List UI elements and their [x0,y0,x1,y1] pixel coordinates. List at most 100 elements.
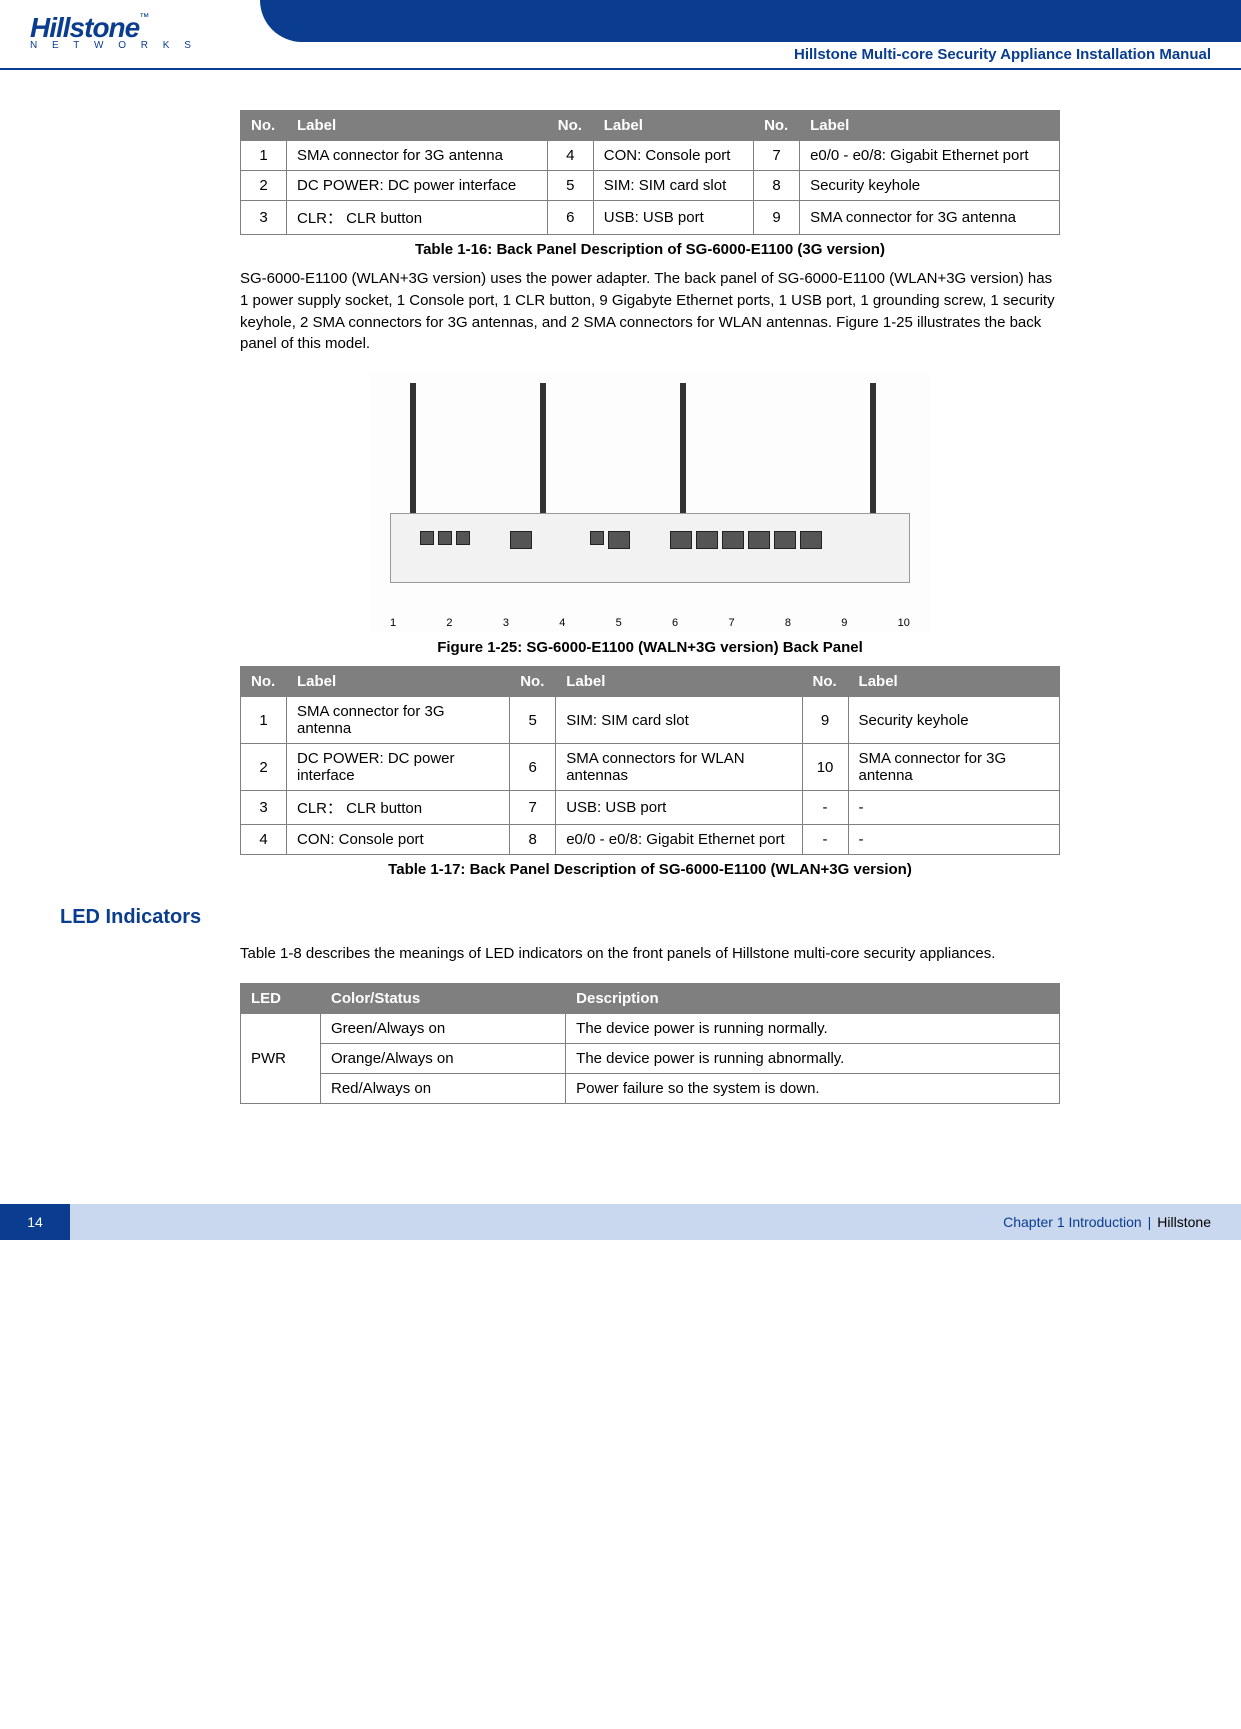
cell: - [848,791,1059,825]
port-icon [456,531,470,545]
port-icon [590,531,604,545]
cell: SMA connectors for WLAN antennas [556,744,802,791]
cell: Security keyhole [848,697,1059,744]
cell: Orange/Always on [321,1043,566,1073]
table-row: PWR Green/Always on The device power is … [241,1013,1060,1043]
col-no: No. [547,111,593,141]
port-icon [608,531,630,549]
port-group-usb [590,531,630,549]
callout: 2 [446,617,452,629]
table-row: 1 SMA connector for 3G antenna 4 CON: Co… [241,141,1060,171]
callout: 8 [785,617,791,629]
col-label: Label [556,667,802,697]
cell: e0/0 - e0/8: Gigabit Ethernet port [800,141,1060,171]
cell: 7 [510,791,556,825]
cell: SMA connector for 3G antenna [287,141,548,171]
brand-logo: Hillstone™ N E T W O R K S [30,12,197,51]
table-row: 3 CLR： CLR button 7 USB: USB port - - [241,791,1060,825]
cell: The device power is running normally. [566,1013,1060,1043]
led-name-cell: PWR [241,1013,321,1103]
antenna-icon [540,383,546,513]
page-header: Hillstone™ N E T W O R K S Hillstone Mul… [0,0,1241,70]
cell: 8 [510,825,556,855]
cell: USB: USB port [556,791,802,825]
table-header-row: No. Label No. Label No. Label [241,111,1060,141]
cell: - [848,825,1059,855]
port-icon [438,531,452,545]
figure-1-25-caption: Figure 1-25: SG-6000-E1100 (WALN+3G vers… [240,639,1060,656]
cell: CON: Console port [593,141,753,171]
cell: 2 [241,171,287,201]
table-led-indicators: LED Color/Status Description PWR Green/A… [240,983,1060,1104]
cell: USB: USB port [593,201,753,235]
table-row: 4 CON: Console port 8 e0/0 - e0/8: Gigab… [241,825,1060,855]
col-label: Label [848,667,1059,697]
col-no: No. [754,111,800,141]
antenna-icon [870,383,876,513]
table-row: 1 SMA connector for 3G antenna 5 SIM: SI… [241,697,1060,744]
callout: 10 [898,617,910,629]
cell: 2 [241,744,287,791]
cell: DC POWER: DC power interface [287,744,510,791]
cell: 8 [754,171,800,201]
cell: CLR： CLR button [287,201,548,235]
callout: 5 [616,617,622,629]
cell: DC POWER: DC power interface [287,171,548,201]
table-1-17-caption: Table 1-17: Back Panel Description of SG… [240,861,1060,878]
page-number: 14 [0,1204,70,1240]
table-1-17: No. Label No. Label No. Label 1 SMA conn… [240,666,1060,855]
cell: CON: Console port [287,825,510,855]
cell: 7 [754,141,800,171]
port-icon [800,531,822,549]
cell: 10 [802,744,848,791]
antenna-icon [680,383,686,513]
col-no: No. [241,111,287,141]
col-desc: Description [566,983,1060,1013]
port-icon [748,531,770,549]
cell: The device power is running abnormally. [566,1043,1060,1073]
col-no: No. [241,667,287,697]
port-icon [722,531,744,549]
port-group-left [420,531,470,545]
cell: 5 [547,171,593,201]
cell: Red/Always on [321,1073,566,1103]
cell: Power failure so the system is down. [566,1073,1060,1103]
footer-separator: | [1148,1214,1152,1230]
figure-callouts: 1 2 3 4 5 6 7 8 9 10 [390,617,910,629]
callout: 7 [728,617,734,629]
cell: Security keyhole [800,171,1060,201]
figure-1-25: 1 2 3 4 5 6 7 8 9 10 [370,373,930,633]
table-1-16-caption: Table 1-16: Back Panel Description of SG… [240,241,1060,258]
port-icon [774,531,796,549]
cell: SMA connector for 3G antenna [287,697,510,744]
cell: Green/Always on [321,1013,566,1043]
port-icon [510,531,532,549]
port-icon [420,531,434,545]
cell: CLR： CLR button [287,791,510,825]
cell: 4 [547,141,593,171]
callout: 1 [390,617,396,629]
antenna-icon [410,383,416,513]
table-header-row: No. Label No. Label No. Label [241,667,1060,697]
cell: 1 [241,141,287,171]
table-row: Red/Always on Power failure so the syste… [241,1073,1060,1103]
section-heading-led: LED Indicators [60,906,1181,929]
logo-tm: ™ [139,12,149,23]
port-icon [696,531,718,549]
col-led: LED [241,983,321,1013]
table-row: 3 CLR： CLR button 6 USB: USB port 9 SMA … [241,201,1060,235]
table-row: 2 DC POWER: DC power interface 5 SIM: SI… [241,171,1060,201]
cell: 9 [802,697,848,744]
header-curve [260,0,1241,42]
cell: 5 [510,697,556,744]
cell: SMA connector for 3G antenna [800,201,1060,235]
led-intro-paragraph: Table 1-8 describes the meanings of LED … [240,943,1060,965]
cell: 4 [241,825,287,855]
footer-chapter: Chapter 1 Introduction [1003,1214,1142,1230]
callout: 9 [841,617,847,629]
cell: SIM: SIM card slot [556,697,802,744]
callout: 3 [503,617,509,629]
cell: - [802,825,848,855]
footer-divider [70,1204,82,1240]
port-icon [670,531,692,549]
